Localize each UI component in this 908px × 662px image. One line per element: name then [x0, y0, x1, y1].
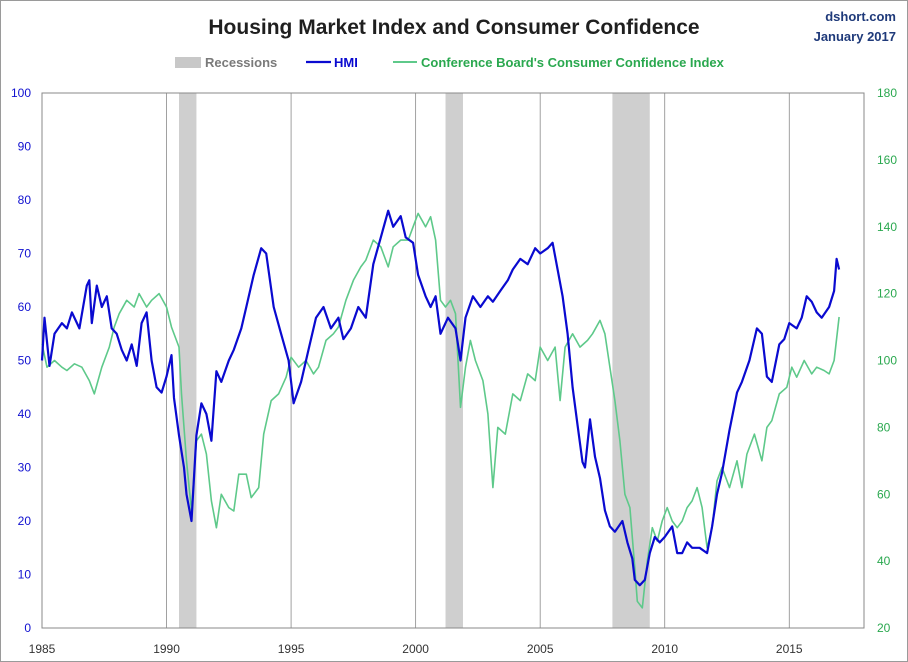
left-tick-label-50: 50	[18, 354, 32, 368]
right-tick-label-160: 160	[877, 153, 897, 167]
x-tick-label-1990: 1990	[153, 642, 180, 656]
legend-label-hmi: HMI	[334, 55, 358, 70]
legend-swatch-recessions	[175, 57, 201, 68]
recession-band-1	[179, 93, 197, 628]
right-tick-label-20: 20	[877, 621, 891, 635]
chart-title: Housing Market Index and Consumer Confid…	[208, 16, 699, 39]
left-tick-label-20: 20	[18, 514, 32, 528]
right-axis: 20 40 60 80 100 120 140 160 180	[877, 86, 897, 635]
right-tick-label-140: 140	[877, 220, 897, 234]
legend: Recessions HMI Conference Board's Consum…	[175, 55, 725, 70]
x-tick-label-2000: 2000	[402, 642, 429, 656]
left-tick-label-10: 10	[18, 568, 32, 582]
x-tick-label-1995: 1995	[278, 642, 305, 656]
right-tick-label-120: 120	[877, 287, 897, 301]
series-lines	[40, 209, 841, 609]
x-tick-label-2015: 2015	[776, 642, 803, 656]
x-tick-label-1985: 1985	[29, 642, 56, 656]
x-tick-label-2010: 2010	[651, 642, 678, 656]
recession-band-3	[612, 93, 650, 628]
right-tick-label-60: 60	[877, 487, 891, 501]
left-tick-label-70: 70	[18, 247, 32, 261]
right-tick-label-100: 100	[877, 354, 897, 368]
x-axis: 1985 1990 1995 2000 2005 2010 2015	[29, 642, 803, 656]
right-tick-label-80: 80	[877, 420, 891, 434]
left-tick-label-60: 60	[18, 300, 32, 314]
recession-bands	[179, 93, 650, 628]
left-tick-label-40: 40	[18, 407, 32, 421]
left-tick-label-100: 100	[11, 86, 31, 100]
left-tick-label-30: 30	[18, 461, 32, 475]
right-tick-label-180: 180	[877, 86, 897, 100]
chart-source: dshort.com	[825, 9, 896, 24]
series-line-hmi	[40, 209, 841, 587]
left-tick-label-0: 0	[24, 621, 31, 635]
chart-date: January 2017	[814, 29, 896, 44]
right-tick-label-40: 40	[877, 554, 891, 568]
left-tick-label-80: 80	[18, 193, 32, 207]
legend-label-recessions: Recessions	[205, 55, 277, 70]
left-tick-label-90: 90	[18, 140, 32, 154]
left-axis: 0 10 20 30 40 50 60 70 80 90 100	[11, 86, 31, 635]
recession-band-2	[445, 93, 463, 628]
x-tick-label-2005: 2005	[527, 642, 554, 656]
legend-label-cci: Conference Board's Consumer Confidence I…	[421, 55, 725, 70]
series-line-consumer-confidence	[41, 212, 840, 609]
